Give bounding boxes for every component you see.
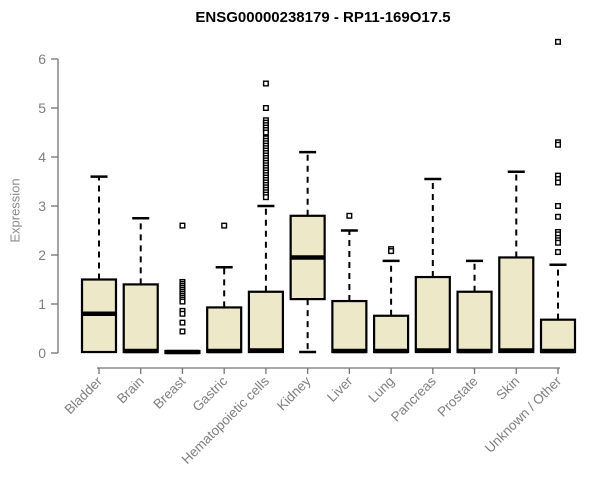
outlier-point — [555, 179, 562, 186]
chart-title: ENSG00000238179 - RP11-169O17.5 — [195, 9, 451, 26]
y-tick-label: 2 — [38, 247, 46, 263]
box-breast — [164, 222, 201, 355]
outlier-point — [179, 310, 186, 317]
y-tick-label: 5 — [38, 100, 46, 116]
iqr-box — [331, 299, 368, 354]
box-hematopoietic-cells — [247, 80, 285, 354]
x-tick-label-prostate: Prostate — [435, 374, 481, 420]
box-liver — [331, 212, 368, 354]
x-tick-label-pancreas: Pancreas — [388, 373, 439, 424]
box-prostate — [456, 259, 493, 354]
iqr-box — [456, 290, 493, 354]
x-tick-label-unknown-other: Unknown / Other — [482, 373, 565, 456]
axes — [51, 58, 560, 374]
outlier-point — [555, 141, 562, 148]
y-tick-label: 1 — [38, 296, 46, 312]
outlier-point — [346, 212, 353, 219]
outlier-point — [555, 249, 562, 256]
outlier-point — [388, 248, 395, 255]
iqr-box — [498, 256, 535, 354]
outlier-point — [179, 328, 186, 335]
outlier-point — [555, 38, 562, 45]
y-tick-label: 0 — [38, 345, 46, 361]
y-tick-label: 4 — [38, 149, 46, 165]
iqr-box — [539, 318, 577, 354]
y-tick-label: 3 — [38, 198, 46, 214]
x-tick-label-kidney: Kidney — [274, 373, 314, 413]
x-tick-label-liver: Liver — [324, 373, 356, 405]
box-kidney — [289, 150, 326, 354]
iqr-box — [414, 275, 451, 354]
iqr-box — [122, 283, 159, 354]
y-tick-label: 6 — [38, 51, 46, 67]
iqr-box — [247, 290, 285, 354]
x-tick-label-brain: Brain — [114, 374, 147, 407]
y-tick-labels: 0 1 2 3 4 5 6 — [38, 51, 46, 361]
outlier-point — [221, 222, 228, 229]
iqr-box — [206, 306, 243, 354]
box-lung — [372, 246, 410, 354]
outlier-point — [179, 222, 186, 229]
box-bladder — [80, 175, 118, 354]
x-tick-label-gastric: Gastric — [189, 373, 230, 414]
box-unknown-other — [539, 38, 577, 354]
box-gastric — [206, 222, 243, 354]
x-tick-label-lung: Lung — [365, 374, 397, 406]
iqr-box — [372, 314, 410, 354]
outlier-point — [555, 213, 562, 220]
box-skin — [498, 170, 535, 354]
outlier-point — [555, 202, 562, 209]
outlier-point — [262, 129, 269, 136]
outlier-point — [262, 194, 269, 201]
box-pancreas — [414, 177, 451, 354]
x-tick-label-breast: Breast — [150, 373, 188, 411]
outlier-point — [179, 298, 186, 305]
outlier-point — [262, 80, 269, 87]
box-brain — [122, 217, 159, 354]
x-tick-label-skin: Skin — [493, 374, 522, 403]
outlier-point — [179, 319, 186, 326]
outlier-point — [262, 104, 269, 111]
x-tick-label-bladder: Bladder — [62, 373, 106, 417]
outlier-point — [555, 239, 562, 246]
